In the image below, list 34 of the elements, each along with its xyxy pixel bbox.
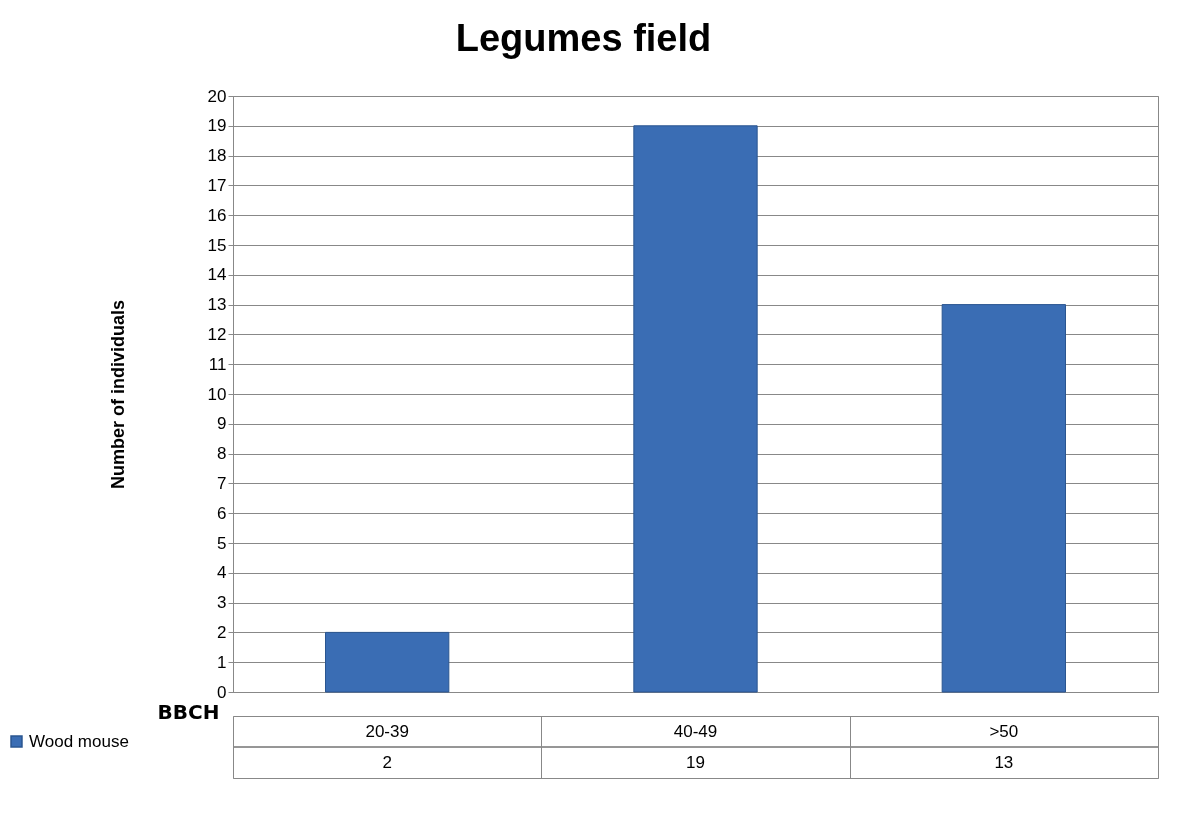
y-tick-label: 0	[217, 682, 227, 702]
y-tick-label: 11	[208, 354, 227, 374]
data-label: 19	[686, 752, 705, 772]
y-tick-label: 14	[207, 265, 227, 285]
data-label: 2	[382, 752, 392, 772]
legend-label: Wood mouse	[29, 731, 129, 751]
x-axis-title: BBCH	[157, 699, 220, 724]
y-tick-label: 18	[207, 146, 227, 166]
y-axis-title: Number of individuals	[107, 299, 128, 490]
bar	[941, 304, 1066, 693]
y-tick-label: 6	[217, 503, 227, 523]
x-tick-label: >50	[989, 721, 1019, 741]
bar	[325, 631, 450, 693]
y-tick-label: 19	[207, 116, 227, 136]
y-tick-label: 16	[207, 205, 227, 225]
data-label: 13	[994, 752, 1014, 772]
y-tick-label: 15	[207, 235, 227, 255]
y-tick-label: 17	[207, 175, 227, 195]
y-tick-label: 3	[217, 593, 227, 613]
y-tick-label: 7	[217, 473, 227, 493]
y-tick-label: 10	[207, 384, 227, 404]
y-tick-label: 1	[217, 652, 227, 672]
x-tick-label: 40-49	[673, 721, 718, 741]
x-tick-label: 20-39	[365, 721, 409, 741]
y-tick-label: 9	[217, 414, 227, 434]
y-tick-label: 12	[207, 324, 227, 344]
y-tick-label: 13	[207, 295, 227, 315]
y-tick-label: 5	[217, 533, 227, 553]
chart-title: Legumes field	[455, 16, 712, 59]
y-tick-label: 2	[217, 622, 227, 642]
y-tick-label: 8	[217, 444, 227, 464]
y-tick-label: 20	[207, 86, 227, 106]
y-tick-label: 4	[217, 563, 227, 583]
bar	[633, 125, 758, 693]
